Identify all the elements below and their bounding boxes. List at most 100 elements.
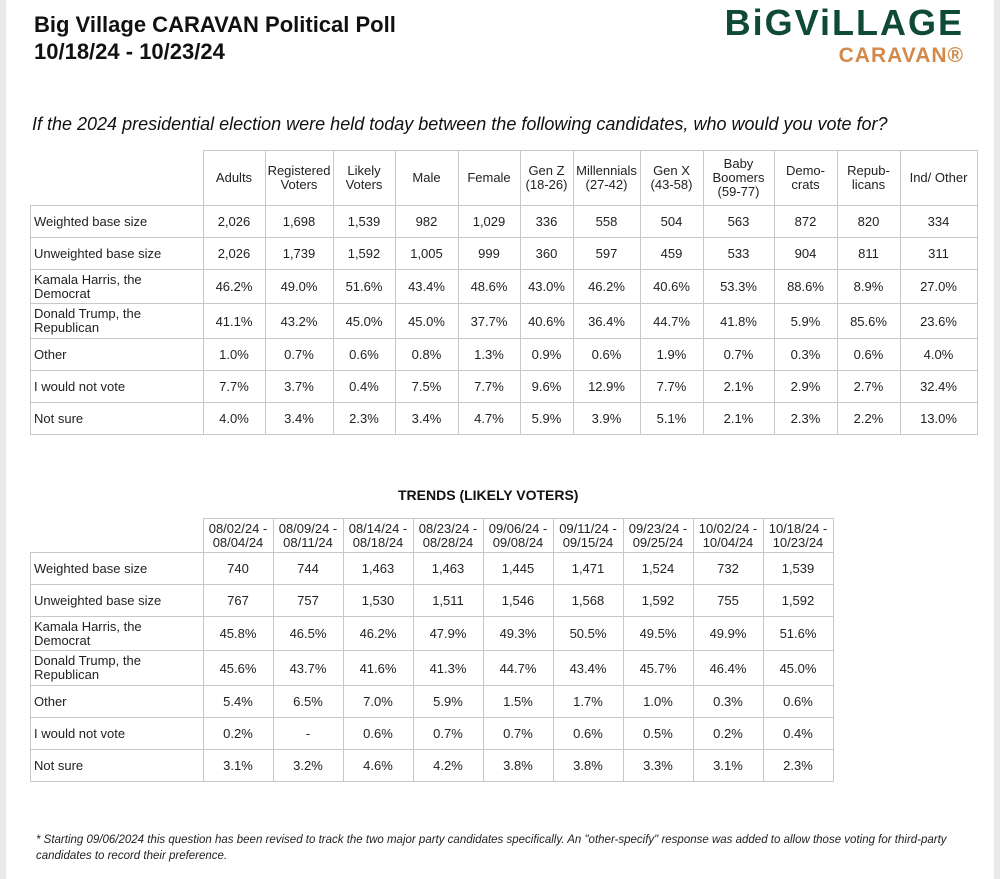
results-table: Adults Registered Voters Likely Voters Male Fe… — [30, 150, 978, 435]
results-column-header: Demo-crats — [773, 150, 838, 206]
text-line: I would not vote — [34, 378, 126, 394]
text-line: 08/28/24 — [422, 534, 474, 550]
table-cell: 3.8% — [552, 749, 624, 782]
row-label: Donald Trump, the Republican — [30, 650, 204, 686]
table-row: Unweighted base size 767 757 1,530 1,511 1,54… — [30, 584, 834, 617]
text-line: 08/09/24 - — [278, 520, 338, 536]
table-cell: 40.6% — [639, 269, 704, 304]
table-cell: 1,592 — [622, 584, 694, 617]
results-column-header: Ind/ Other — [899, 150, 978, 206]
results-body: Weighted base size 2,026 1,698 1,539 982 1,02… — [30, 205, 978, 435]
table-cell: 1,530 — [342, 584, 414, 617]
table-cell: 45.0% — [762, 650, 834, 686]
table-cell: 0.6% — [572, 338, 641, 371]
table-cell: 51.6% — [762, 616, 834, 651]
table-cell: 50.5% — [552, 616, 624, 651]
table-cell: 5.9% — [519, 402, 574, 435]
trends-header-row: 08/02/24 -08/04/24 08/09/24 -08/11/24 08/1… — [31, 518, 834, 553]
row-label: Not sure — [30, 749, 204, 782]
table-cell: 4.7% — [457, 402, 521, 435]
text-line: Male — [412, 170, 441, 185]
trends-column-header: 08/02/24 -08/04/24 — [202, 518, 274, 553]
table-cell: 0.8% — [394, 338, 459, 371]
table-cell: 1.7% — [552, 685, 624, 718]
table-cell: 2.1% — [702, 402, 775, 435]
results-column-header: Repub-licans — [836, 150, 901, 206]
table-cell: 1,568 — [552, 584, 624, 617]
table-cell: 311 — [899, 237, 978, 270]
header-blank-cell — [31, 151, 204, 206]
table-cell: 504 — [639, 205, 704, 238]
table-cell: 744 — [272, 552, 344, 585]
table-cell: 533 — [702, 237, 775, 270]
table-row: I would not vote 0.2% -0.6% 0.7% 0.7% 0.6% 0.5… — [30, 717, 834, 750]
text-line: (27-42) — [585, 177, 628, 192]
table-cell: 45.8% — [202, 616, 274, 651]
table-cell: 0.9% — [519, 338, 574, 371]
header-blank-cell — [31, 519, 204, 553]
table-cell: 7.7% — [639, 370, 704, 403]
big-village-logo: BiGViLLAGE CARAVAN® — [725, 4, 964, 68]
table-cell: 0.6% — [342, 717, 414, 750]
table-cell: 27.0% — [899, 269, 978, 304]
row-label: I would not vote — [30, 717, 204, 750]
text-line: Kamala Harris, the — [34, 271, 142, 287]
table-row: Unweighted base size 2,026 1,739 1,592 1,005… — [30, 237, 978, 270]
row-label: Weighted base size — [30, 552, 204, 585]
table-cell: 3.1% — [692, 749, 764, 782]
table-cell: 3.4% — [264, 402, 334, 435]
table-row: Not sure 3.1% 3.2% 4.6% 4.2% 3.8% 3.8% 3.3% 3.1%… — [30, 749, 834, 782]
table-cell: 46.2% — [572, 269, 641, 304]
table-row: Not sure 4.0% 3.4% 2.3% 3.4% 4.7% 5.9% 3.9% 5.1%… — [30, 402, 978, 435]
table-cell: 0.7% — [264, 338, 334, 371]
table-cell: 41.6% — [342, 650, 414, 686]
trends-column-header: 10/02/24 -10/04/24 — [692, 518, 764, 553]
table-cell: 7.7% — [457, 370, 521, 403]
table-cell: 45.0% — [332, 303, 396, 339]
table-cell: 999 — [457, 237, 521, 270]
table-cell: 2.9% — [773, 370, 838, 403]
table-cell: - — [272, 717, 344, 750]
results-column-header: Gen X (43-58) — [639, 150, 704, 206]
table-cell: 49.3% — [482, 616, 554, 651]
table-cell: 0.3% — [692, 685, 764, 718]
results-column-header: Adults — [202, 150, 266, 206]
table-cell: 755 — [692, 584, 764, 617]
table-cell: 563 — [702, 205, 775, 238]
row-label: Other — [30, 338, 204, 371]
table-cell: 46.2% — [202, 269, 266, 304]
trends-table: 08/02/24 -08/04/24 08/09/24 -08/11/24 08/1… — [30, 518, 834, 782]
table-cell: 982 — [394, 205, 459, 238]
trends-column-header: 08/23/24 -08/28/24 — [412, 518, 484, 553]
table-cell: 51.6% — [332, 269, 396, 304]
table-cell: 0.4% — [332, 370, 396, 403]
row-label: Other — [30, 685, 204, 718]
trends-body: Weighted base size 740 744 1,463 1,463 1,445 1… — [30, 552, 834, 782]
table-cell: 4.2% — [412, 749, 484, 782]
results-column-header: Likely Voters — [332, 150, 396, 206]
row-label: Unweighted base size — [30, 584, 204, 617]
text-line: 10/02/24 - — [698, 520, 758, 536]
table-cell: 0.6% — [332, 338, 396, 371]
table-cell: 46.5% — [272, 616, 344, 651]
table-cell: 811 — [836, 237, 901, 270]
table-cell: 43.4% — [552, 650, 624, 686]
table-cell: 1,539 — [332, 205, 396, 238]
text-line: 10/23/24 — [772, 534, 824, 550]
results-column-header: Baby Boomers (59-77) — [702, 150, 775, 206]
text-line: Republican — [34, 667, 100, 682]
table-cell: 40.6% — [519, 303, 574, 339]
text-line: 08/02/24 - — [208, 520, 268, 536]
table-cell: 3.1% — [202, 749, 274, 782]
row-label: Kamala Harris, the Democrat — [30, 616, 204, 651]
table-cell: 1.3% — [457, 338, 521, 371]
table-cell: 757 — [272, 584, 344, 617]
table-cell: 43.2% — [264, 303, 334, 339]
table-cell: 49.0% — [264, 269, 334, 304]
table-cell: 360 — [519, 237, 574, 270]
text-line: (18-26) — [525, 177, 568, 192]
text-line: Weighted base size — [34, 560, 148, 576]
table-cell: 2.1% — [702, 370, 775, 403]
table-row: Weighted base size 740 744 1,463 1,463 1,445 1… — [30, 552, 834, 585]
table-cell: 0.3% — [773, 338, 838, 371]
